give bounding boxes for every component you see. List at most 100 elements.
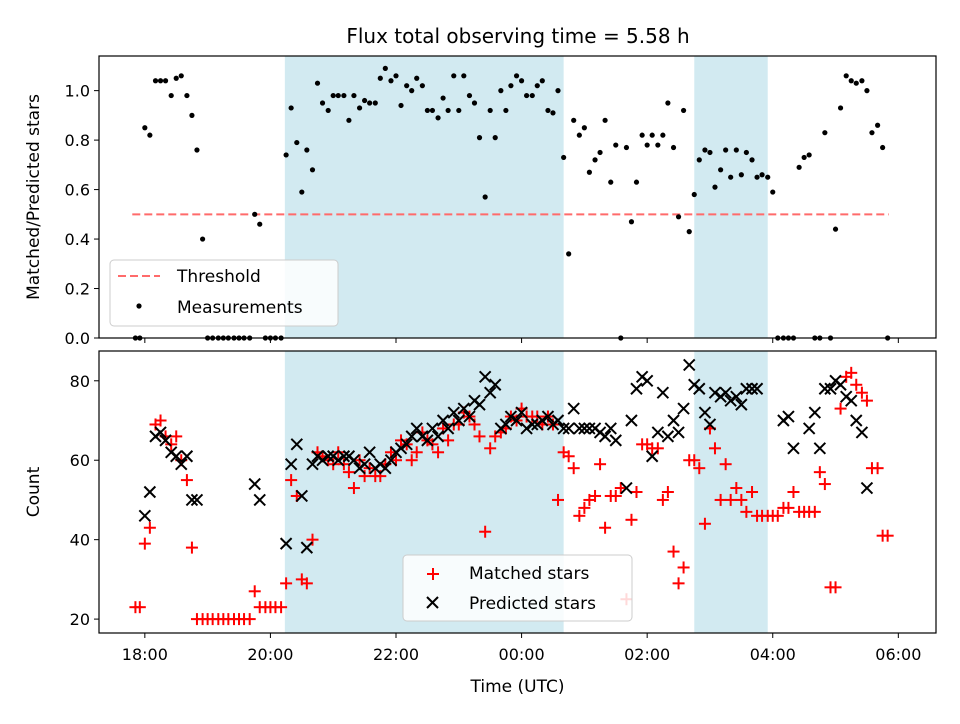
legend-measurement-swatch bbox=[136, 303, 142, 309]
predicted-star-stroke2 bbox=[154, 426, 167, 439]
predicted-star-point bbox=[154, 426, 167, 439]
measurement-point bbox=[686, 229, 692, 235]
predicted-star-point bbox=[802, 422, 816, 435]
measurement-point bbox=[518, 78, 525, 84]
predicted-star-stroke2 bbox=[745, 382, 759, 395]
predicted-star-stroke2 bbox=[787, 442, 800, 455]
predicted-star-stroke2 bbox=[708, 386, 722, 399]
matched-star-point bbox=[871, 462, 884, 475]
predicted-star-stroke2 bbox=[175, 457, 188, 471]
measurement-point bbox=[152, 78, 159, 84]
measurement-point bbox=[837, 105, 844, 111]
predicted-star-point bbox=[431, 430, 445, 443]
predicted-star-stroke2 bbox=[332, 454, 345, 467]
predicted-star-stroke2 bbox=[520, 422, 533, 435]
predicted-star-point bbox=[625, 414, 638, 427]
matched-star-point bbox=[342, 466, 355, 479]
predicted-star-stroke2 bbox=[295, 489, 309, 503]
predicted-star-stroke2 bbox=[661, 430, 675, 443]
matched-star-point bbox=[180, 474, 193, 487]
top-ytick-label: 0.0 bbox=[65, 329, 90, 348]
legend-predicted-label: Predicted stars bbox=[469, 594, 596, 614]
measurement-point bbox=[796, 164, 802, 170]
predicted-star-stroke2 bbox=[719, 386, 732, 399]
predicted-star-stroke2 bbox=[667, 414, 680, 427]
predicted-star-stroke2 bbox=[620, 481, 633, 495]
predicted-star-point bbox=[551, 414, 565, 427]
measurement-point bbox=[382, 65, 388, 71]
predicted-star-stroke2 bbox=[489, 378, 502, 391]
measurement-point bbox=[608, 179, 614, 185]
measurement-point bbox=[314, 80, 321, 86]
predicted-star-point bbox=[457, 402, 471, 415]
predicted-star-point bbox=[426, 422, 439, 435]
matched-star-point bbox=[609, 489, 622, 502]
predicted-star-stroke2 bbox=[248, 477, 261, 491]
predicted-star-stroke2 bbox=[808, 406, 822, 419]
measurement-point bbox=[508, 83, 514, 89]
predicted-star-point bbox=[824, 382, 837, 395]
predicted-star-stroke2 bbox=[279, 537, 293, 550]
matched-star-point bbox=[280, 577, 293, 590]
predicted-star-stroke2 bbox=[845, 394, 858, 407]
predicted-star-point bbox=[347, 454, 361, 467]
predicted-star-point bbox=[730, 390, 743, 403]
measurement-point bbox=[880, 144, 886, 151]
predicted-star-stroke2 bbox=[855, 426, 869, 439]
predicted-star-point bbox=[290, 438, 303, 451]
matched-star-point bbox=[829, 581, 842, 594]
matched-star-point bbox=[473, 430, 486, 443]
predicted-star-point bbox=[321, 450, 335, 463]
matched-star-point bbox=[860, 394, 873, 407]
predicted-star-point bbox=[295, 489, 309, 503]
measurement-point bbox=[372, 100, 378, 106]
predicted-star-point bbox=[410, 422, 423, 435]
measurement-point bbox=[429, 107, 436, 114]
measurement-point bbox=[476, 135, 483, 141]
predicted-star-point bbox=[645, 450, 659, 463]
predicted-star-stroke2 bbox=[483, 386, 497, 399]
legend-box bbox=[109, 259, 339, 327]
predicted-star-stroke2 bbox=[541, 410, 555, 423]
predicted-star-stroke2 bbox=[143, 485, 157, 499]
measurement-point bbox=[555, 88, 561, 94]
predicted-star-point bbox=[860, 481, 874, 495]
top-ytick-label: 0.8 bbox=[65, 131, 90, 150]
legend-threshold-label: Threshold bbox=[176, 267, 261, 287]
predicted-star-point bbox=[573, 422, 586, 435]
measurement-point bbox=[623, 144, 630, 151]
measurement-point bbox=[393, 73, 399, 79]
measurement-point bbox=[294, 139, 300, 146]
predicted-star-point bbox=[400, 438, 413, 451]
measurement-point bbox=[362, 97, 368, 104]
measurement-point bbox=[586, 169, 592, 175]
matched-star-point bbox=[484, 442, 497, 455]
matched-star-point bbox=[688, 454, 701, 467]
predicted-star-stroke2 bbox=[316, 454, 329, 467]
measurement-point bbox=[492, 135, 498, 141]
predicted-star-point bbox=[483, 386, 497, 399]
measurement-point bbox=[304, 147, 310, 153]
predicted-star-stroke2 bbox=[567, 402, 580, 415]
predicted-star-point bbox=[578, 422, 591, 435]
measurement-point bbox=[843, 73, 849, 79]
measurement-point bbox=[702, 147, 708, 153]
predicted-star-stroke2 bbox=[824, 382, 837, 395]
predicted-star-stroke2 bbox=[834, 378, 847, 391]
measurement-point bbox=[309, 167, 316, 173]
measurement-point bbox=[644, 142, 650, 148]
measurement-point bbox=[571, 117, 577, 123]
bottom-legend: Matched stars Predicted stars bbox=[402, 554, 633, 622]
measurement-point bbox=[801, 154, 807, 161]
predicted-star-point bbox=[473, 398, 486, 411]
predicted-star-stroke2 bbox=[405, 430, 418, 443]
predicted-star-stroke2 bbox=[384, 454, 398, 467]
predicted-star-stroke2 bbox=[170, 450, 183, 463]
predicted-star-stroke2 bbox=[683, 358, 696, 372]
predicted-star-point bbox=[138, 509, 152, 523]
predicted-star-point bbox=[441, 422, 455, 435]
matched-star-point bbox=[630, 486, 643, 498]
predicted-star-stroke2 bbox=[478, 370, 492, 384]
predicted-star-point bbox=[478, 370, 492, 384]
predicted-star-stroke2 bbox=[740, 382, 753, 395]
